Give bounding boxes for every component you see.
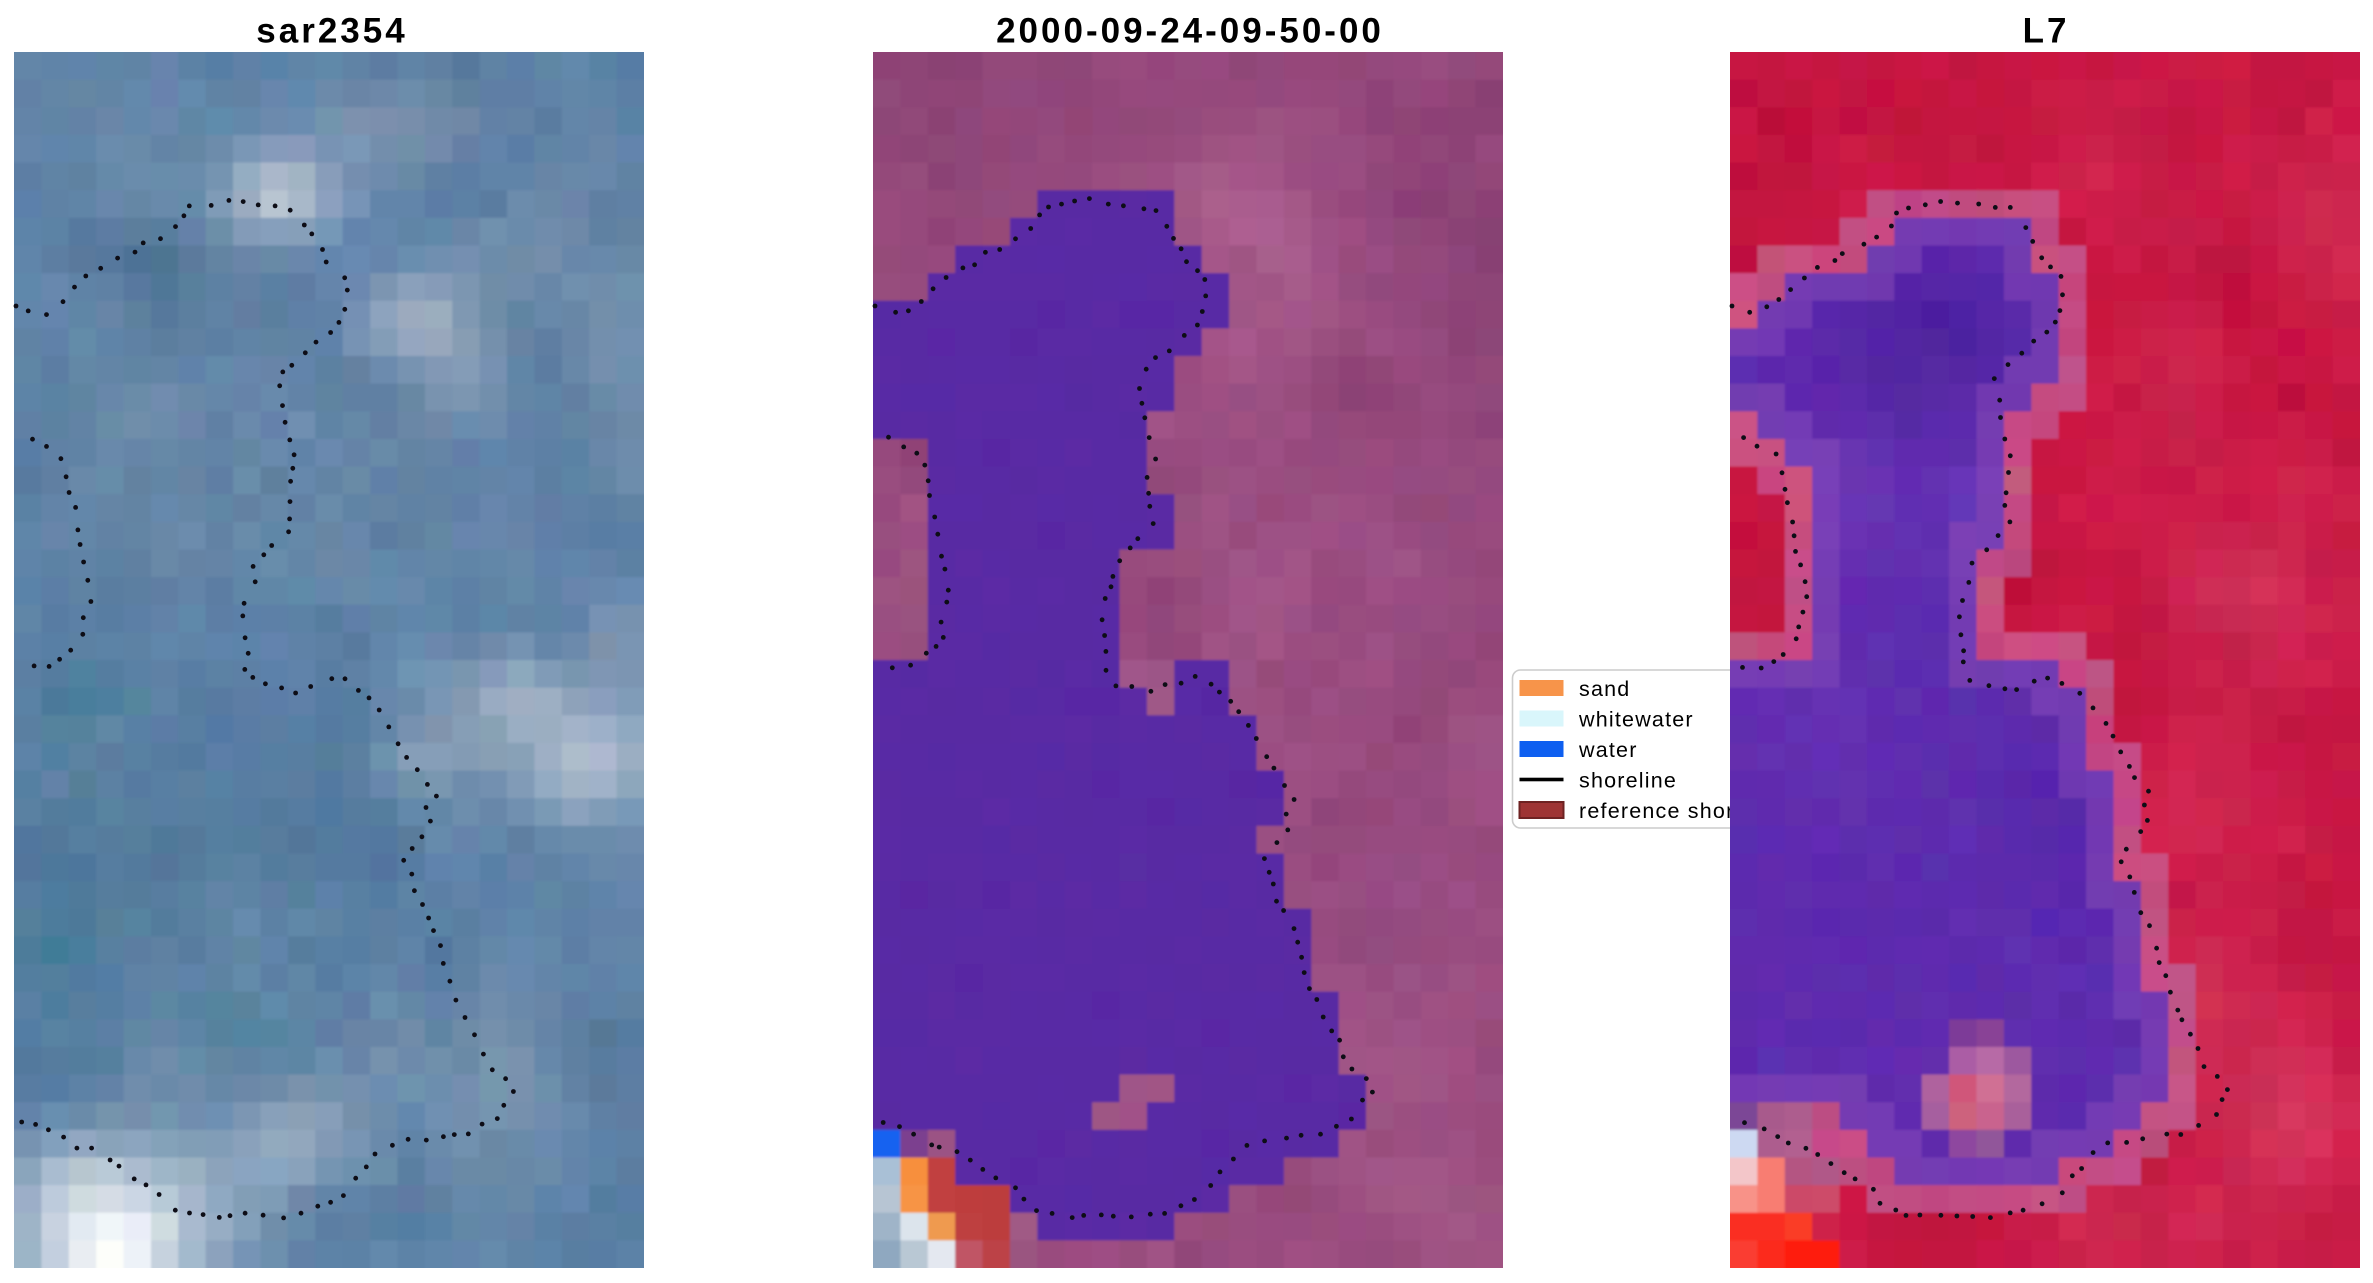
svg-text:L7: L7 [2023,12,2070,51]
svg-text:water: water [1578,738,1638,762]
svg-text:sar2354: sar2354 [256,12,407,51]
svg-text:whitewater: whitewater [1578,708,1694,732]
svg-text:shoreline: shoreline [1579,769,1677,793]
svg-text:sand: sand [1579,677,1630,701]
svg-text:2000-09-24-09-50-00: 2000-09-24-09-50-00 [996,12,1384,51]
